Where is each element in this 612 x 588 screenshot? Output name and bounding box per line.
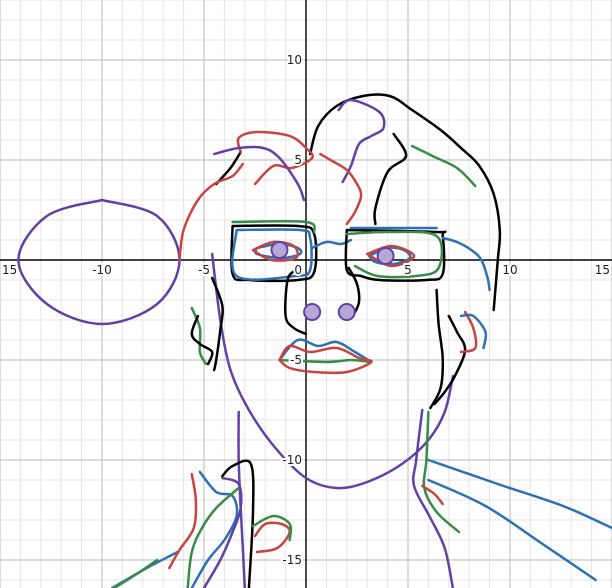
curve-hair-red-left[interactable] <box>178 162 245 262</box>
points-layer <box>270 241 395 321</box>
curve-hair-red-curl[interactable] <box>236 130 314 186</box>
curve-right-cheek-black[interactable] <box>433 314 467 406</box>
curve-tie-green[interactable] <box>251 514 293 542</box>
y-tick-label: 5 <box>294 153 302 167</box>
curve-glasses-left-black[interactable] <box>230 224 318 283</box>
curve-temple-blue[interactable] <box>441 236 491 292</box>
curve-collar-green-left[interactable] <box>186 486 240 588</box>
curve-nose-black-right[interactable] <box>347 266 361 318</box>
curve-collar-blue-left[interactable] <box>190 470 239 588</box>
curve-glasses-left-green[interactable] <box>231 219 316 234</box>
point-1[interactable] <box>303 303 322 321</box>
y-tick-label: -5 <box>290 353 302 367</box>
curve-collar-red-right[interactable] <box>421 484 444 506</box>
curve-hair-green-right[interactable] <box>410 144 477 188</box>
point-4[interactable] <box>376 247 395 265</box>
curve-face-outline[interactable] <box>210 252 455 490</box>
curve-left-ear-green[interactable] <box>190 306 208 366</box>
curve-collar-black-left[interactable] <box>221 459 255 588</box>
curve-left-ear-black[interactable] <box>190 314 214 366</box>
curve-mouth-upper-blue[interactable] <box>278 338 373 364</box>
x-tick-label: -10 <box>92 263 112 277</box>
curve-right-ear-red[interactable] <box>459 310 478 354</box>
tick-labels: 15 -10 -5 0 5 10 15 10 5 -5 -10 -15 <box>0 51 612 569</box>
curve-collar-blue-right[interactable] <box>427 458 612 530</box>
curve-hair-top-black[interactable] <box>308 93 502 312</box>
x-tick-label: 0 <box>294 263 302 277</box>
curve-collar-purple-left[interactable] <box>202 476 243 588</box>
x-tick-label: 15 <box>2 263 17 277</box>
x-tick-label: -5 <box>198 263 210 277</box>
curve-tie-red[interactable] <box>253 521 291 554</box>
point-2[interactable] <box>337 303 356 321</box>
curve-mouth-green[interactable] <box>278 358 373 364</box>
curve-mouth-red[interactable] <box>278 344 373 375</box>
curve-hair-curl-black[interactable] <box>373 132 408 226</box>
x-tick-label: 5 <box>404 263 412 277</box>
curve-nose-black-left[interactable] <box>284 268 308 336</box>
curve-left-circle[interactable] <box>17 198 181 326</box>
x-tick-label: 15 <box>595 263 610 277</box>
x-tick-label: 10 <box>502 263 517 277</box>
y-tick-label: 10 <box>287 53 302 67</box>
curve-face-line-black-right[interactable] <box>429 288 445 410</box>
y-tick-label: -10 <box>282 453 302 467</box>
curve-hair-wave-purple[interactable] <box>337 98 386 184</box>
point-3[interactable] <box>270 241 289 259</box>
curve-collar-red-left[interactable] <box>168 472 198 570</box>
curve-neck-right-purple[interactable] <box>411 408 455 588</box>
curve-glasses-right-black[interactable] <box>344 228 447 282</box>
curve-glasses-right-green[interactable] <box>345 230 444 279</box>
curve-shoulder-green-left[interactable] <box>112 558 159 588</box>
curve-collar-blue-right-2[interactable] <box>427 478 597 582</box>
curve-left-jaw-black[interactable] <box>210 276 225 372</box>
y-tick-label: -15 <box>282 553 302 567</box>
curves-layer <box>17 93 612 588</box>
curve-glasses-left-blue[interactable] <box>231 228 313 281</box>
curve-right-ear-blue[interactable] <box>459 313 488 350</box>
curve-hair-red-mid[interactable] <box>319 152 363 226</box>
curve-left-eye-red[interactable] <box>251 240 300 262</box>
curve-hair-purple-upper[interactable] <box>212 145 306 202</box>
